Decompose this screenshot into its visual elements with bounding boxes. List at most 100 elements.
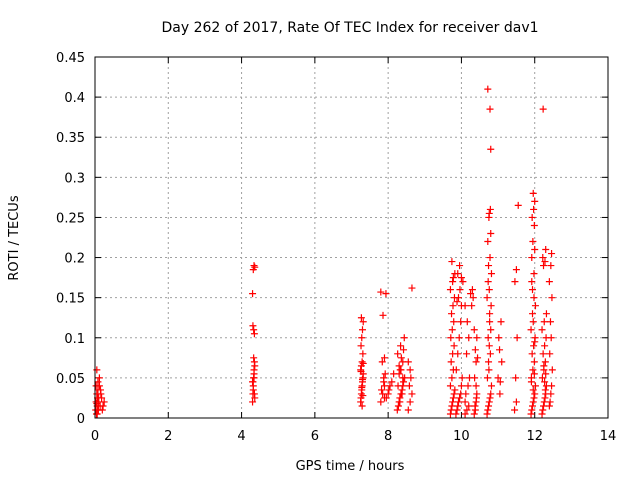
data-point: [249, 322, 257, 330]
data-point: [469, 294, 477, 302]
data-point: [542, 310, 550, 318]
data-point: [528, 350, 536, 358]
data-point: [400, 378, 408, 386]
data-point: [531, 197, 539, 205]
data-point: [485, 209, 493, 217]
data-point: [396, 398, 404, 406]
data-point: [404, 358, 412, 366]
data-point: [404, 406, 412, 414]
x-tick-label: 12: [526, 429, 543, 444]
data-point: [474, 354, 482, 362]
data-point: [548, 382, 556, 390]
data-point: [449, 398, 457, 406]
data-point: [485, 398, 493, 406]
data-point: [93, 366, 101, 374]
data-point: [473, 334, 481, 342]
data-point: [487, 229, 495, 237]
data-point: [452, 410, 460, 418]
data-point: [457, 318, 465, 326]
data-point: [486, 205, 494, 213]
data-point: [541, 386, 549, 394]
y-tick-label: 0.3: [64, 171, 85, 186]
data-point: [450, 318, 458, 326]
data-point: [528, 406, 536, 414]
data-point: [538, 326, 546, 334]
data-point: [250, 326, 258, 334]
data-point: [484, 85, 492, 93]
data-point: [472, 382, 480, 390]
data-point: [447, 358, 455, 366]
data-point: [394, 382, 402, 390]
data-point: [529, 318, 537, 326]
data-point: [249, 378, 257, 386]
data-point: [394, 402, 402, 410]
data-point: [530, 221, 538, 229]
data-point: [400, 334, 408, 342]
data-point: [540, 318, 548, 326]
data-point: [496, 378, 504, 386]
data-point: [529, 366, 537, 374]
data-point: [485, 366, 493, 374]
data-point: [495, 334, 503, 342]
data-point: [511, 278, 519, 286]
data-point: [538, 410, 546, 418]
data-point: [400, 346, 408, 354]
data-point: [408, 284, 416, 292]
data-point: [545, 402, 553, 410]
y-axis-label: ROTI / TECUs: [7, 195, 22, 280]
data-point: [496, 390, 504, 398]
data-point: [447, 334, 455, 342]
data-point: [471, 374, 479, 382]
data-point: [448, 310, 456, 318]
data-point: [538, 374, 546, 382]
y-tick-label: 0.45: [56, 51, 85, 66]
data-point: [531, 390, 539, 398]
data-point: [251, 362, 259, 370]
data-point: [454, 398, 462, 406]
data-point: [450, 390, 458, 398]
data-point: [448, 326, 456, 334]
data-point: [470, 326, 478, 334]
data-point: [512, 398, 520, 406]
data-point: [486, 394, 494, 402]
data-point: [394, 350, 402, 358]
data-point: [542, 370, 550, 378]
data-point: [92, 382, 100, 390]
data-point: [529, 286, 537, 294]
data-point: [449, 302, 457, 310]
data-point: [467, 290, 475, 298]
data-point: [512, 374, 520, 382]
data-point: [530, 205, 538, 213]
data-point: [487, 270, 495, 278]
data-point: [358, 384, 366, 392]
data-point: [380, 394, 388, 402]
x-tick-label: 2: [164, 429, 172, 444]
data-point: [407, 374, 415, 382]
data-point: [484, 334, 492, 342]
data-point: [250, 374, 258, 382]
data-point: [530, 270, 538, 278]
data-point: [528, 278, 536, 286]
x-tick-label: 14: [600, 429, 617, 444]
chart-title: Day 262 of 2017, Rate Of TEC Index for r…: [161, 20, 538, 36]
y-tick-label: 0.2: [64, 252, 85, 267]
data-point: [448, 374, 456, 382]
data-point: [406, 366, 414, 374]
data-point: [531, 302, 539, 310]
y-tick-label: 0.35: [56, 131, 85, 146]
data-point: [447, 406, 455, 414]
data-point: [528, 213, 536, 221]
data-point: [449, 278, 457, 286]
data-point: [250, 330, 258, 338]
data-point: [95, 374, 103, 382]
data-point: [452, 366, 460, 374]
data-point: [94, 378, 102, 386]
data-point: [358, 334, 366, 342]
data-point: [405, 382, 413, 390]
data-point: [486, 254, 494, 262]
data-point: [395, 362, 403, 370]
data-point: [545, 278, 553, 286]
data-point: [471, 402, 479, 410]
data-point: [484, 238, 492, 246]
data-point: [396, 366, 404, 374]
